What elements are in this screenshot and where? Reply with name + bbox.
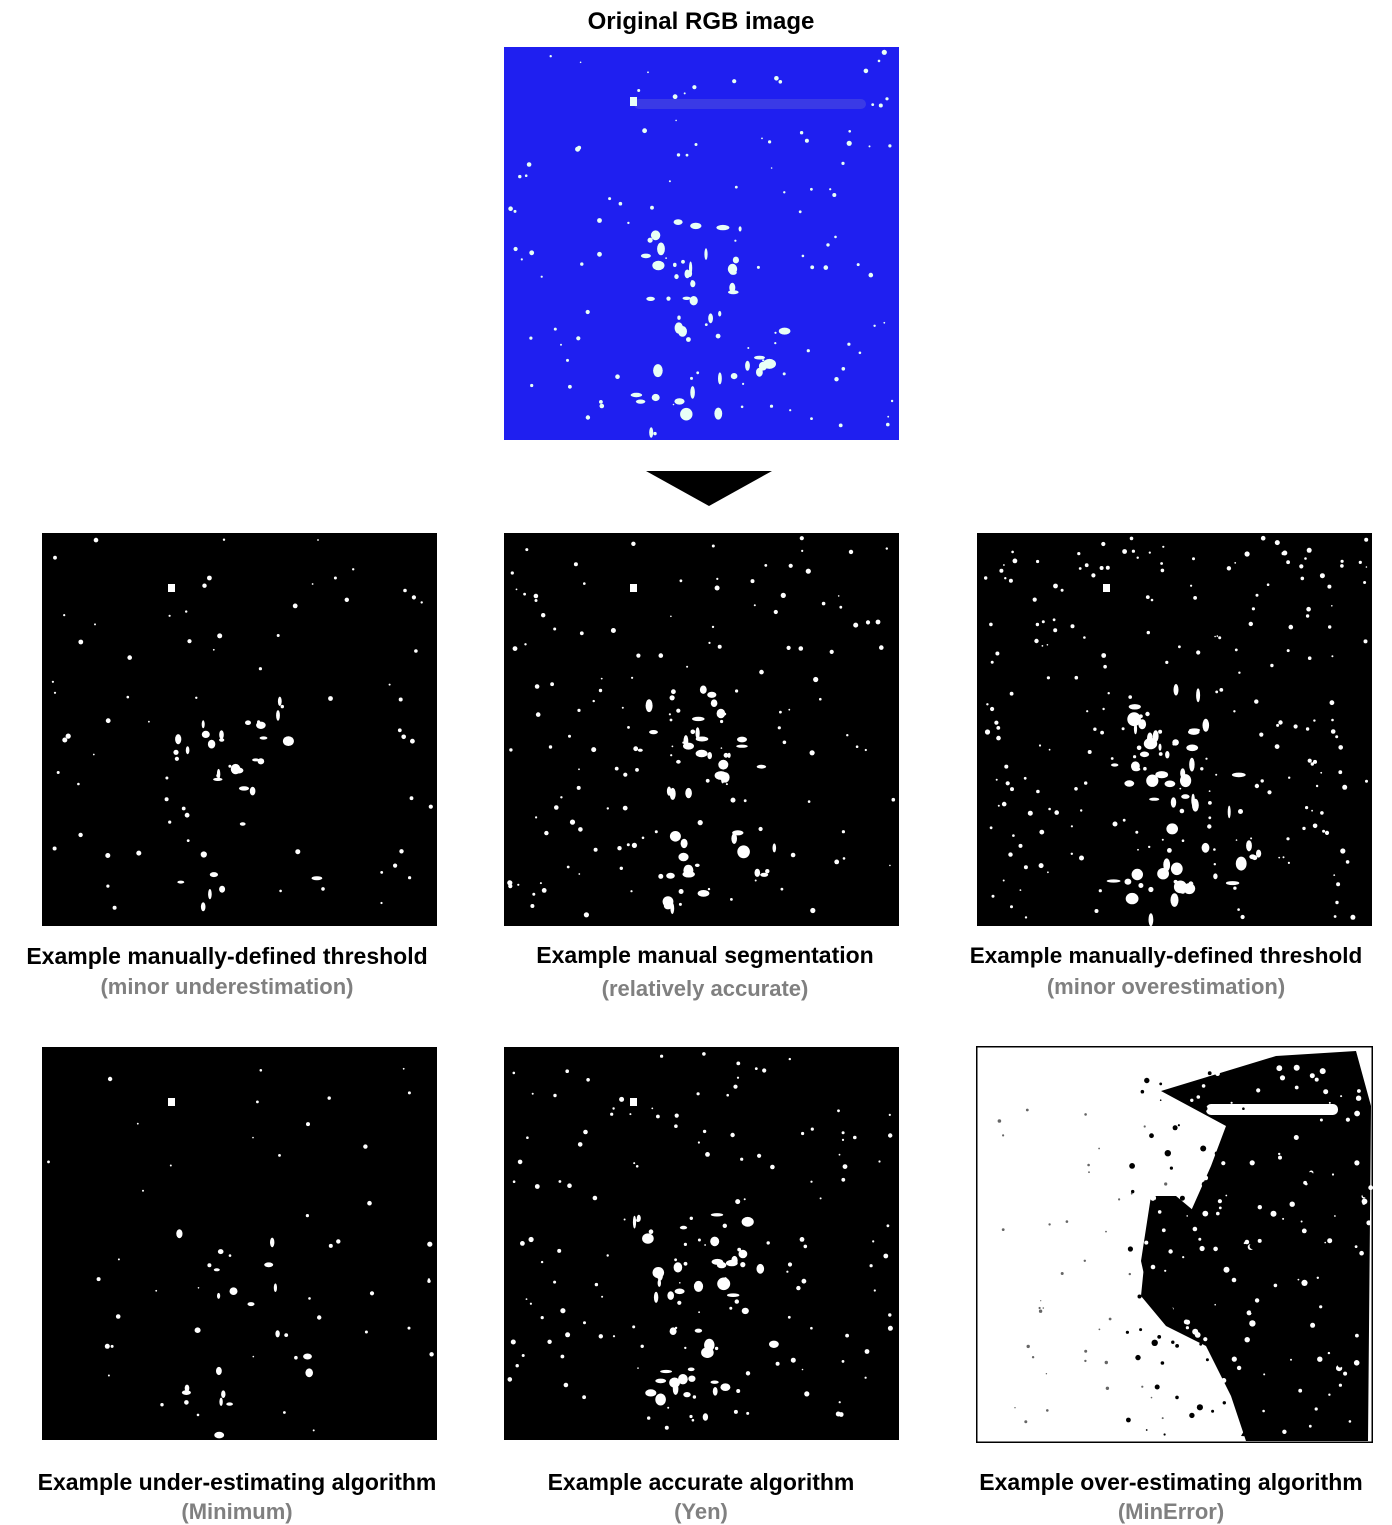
panel-title: Example manually-defined threshold xyxy=(969,943,1363,968)
panel-title: Example manually-defined threshold xyxy=(26,943,428,969)
panel-manual-threshold-over xyxy=(977,533,1372,926)
original-rgb-image xyxy=(504,47,899,440)
panel-algorithm-yen xyxy=(504,1047,899,1440)
panel-title: Example under-estimating algorithm xyxy=(37,1469,437,1495)
down-triangle-icon xyxy=(646,471,772,506)
original-image-title: Original RGB image xyxy=(587,8,815,35)
panel-subtitle: (MinError) xyxy=(1117,1499,1225,1524)
panel-algorithm-minerror xyxy=(976,1046,1373,1443)
panel-subtitle: (relatively accurate) xyxy=(601,976,809,1001)
panel-subtitle: (minor overestimation) xyxy=(1046,974,1286,999)
panel-manual-threshold-under xyxy=(42,533,437,926)
panel-algorithm-minimum xyxy=(42,1047,437,1440)
panel-manual-segmentation xyxy=(504,533,899,926)
panel-title: Example over-estimating algorithm xyxy=(979,1469,1363,1495)
panel-subtitle: (Minimum) xyxy=(181,1499,293,1524)
panel-subtitle: (minor underestimation) xyxy=(100,974,354,999)
panel-title: Example manual segmentation xyxy=(536,942,874,968)
panel-title: Example accurate algorithm xyxy=(547,1469,855,1495)
panel-subtitle: (Yen) xyxy=(674,1499,728,1524)
